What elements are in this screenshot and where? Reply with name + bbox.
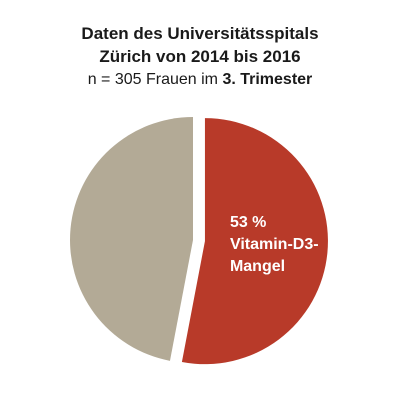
pie-slice-0: [181, 118, 328, 365]
chart-title-block: Daten des Universitätsspitals Zürich von…: [0, 22, 400, 91]
chart-title-line-1: Daten des Universitätsspitals: [81, 24, 319, 43]
pie-slice-label-line: 53 %: [230, 214, 266, 231]
pie-slice-label-0: 53 % Vitamin-D3- Mangel: [230, 214, 319, 275]
chart-subtitle: n = 305 Frauen im 3. Trimester: [0, 68, 400, 91]
subtitle-emphasis: 3. Trimester: [222, 71, 313, 88]
pie-slice-1: [70, 117, 193, 361]
subtitle-prefix: n = 305 Frauen im: [87, 71, 223, 88]
pie-slice-label-line: Mangel: [230, 258, 285, 275]
chart-title-line-2: Zürich von 2014 bis 2016: [99, 47, 301, 66]
pie-slice-label-line: Vitamin-D3-: [230, 236, 319, 253]
